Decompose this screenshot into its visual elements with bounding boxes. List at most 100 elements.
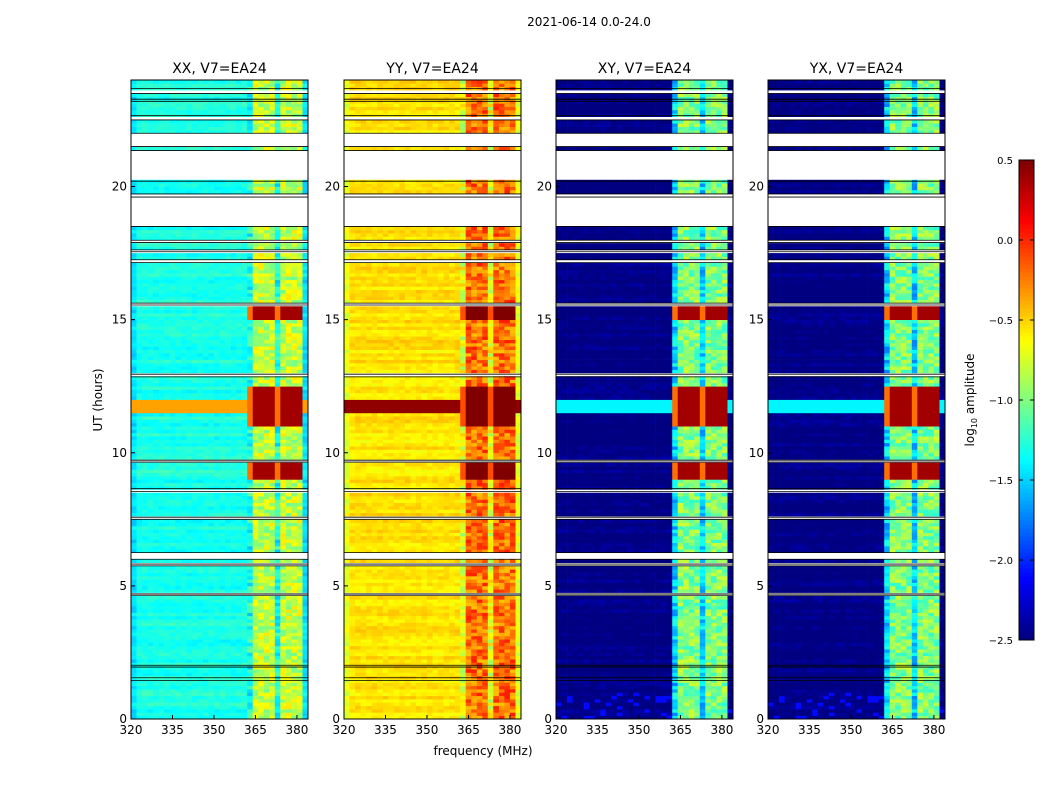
heatmap-cell xyxy=(181,296,187,300)
heatmap-cell xyxy=(159,430,165,434)
heatmap-cell xyxy=(242,270,248,274)
heatmap-cell xyxy=(275,263,281,267)
heatmap-cell xyxy=(203,543,209,547)
heatmap-cell xyxy=(137,416,143,420)
heatmap-cell xyxy=(148,669,154,673)
heatmap-cell xyxy=(242,706,248,710)
heatmap-cell xyxy=(137,406,143,410)
heatmap-cell xyxy=(280,380,286,384)
heatmap-cell xyxy=(192,609,198,613)
heatmap-cell xyxy=(236,413,242,417)
heatmap-cell xyxy=(208,243,214,247)
heatmap-cell xyxy=(137,629,143,633)
heatmap-cell xyxy=(148,110,154,114)
heatmap-cell xyxy=(192,639,198,643)
heatmap-cell xyxy=(264,509,270,513)
heatmap-cell xyxy=(258,503,264,507)
heatmap-cell xyxy=(170,586,176,590)
heatmap-cell xyxy=(264,466,270,470)
heatmap-cell xyxy=(280,702,286,706)
heatmap-cell xyxy=(159,436,165,440)
heatmap-cell xyxy=(258,586,264,590)
heatmap-cell xyxy=(203,513,209,517)
heatmap-cell xyxy=(137,103,143,107)
heatmap-cell xyxy=(142,350,148,354)
heatmap-cell xyxy=(231,609,237,613)
heatmap-cell xyxy=(131,579,137,583)
heatmap-cell xyxy=(291,187,297,191)
heatmap-cell xyxy=(275,692,281,696)
heatmap-cell xyxy=(236,113,242,117)
heatmap-cell xyxy=(131,589,137,593)
heatmap-cell xyxy=(264,183,270,187)
heatmap-cell xyxy=(131,310,137,314)
heatmap-cell xyxy=(175,346,181,350)
heatmap-cell xyxy=(220,666,226,670)
heatmap-cell xyxy=(159,596,165,600)
heatmap-cell xyxy=(208,390,214,394)
heatmap-cell xyxy=(208,353,214,357)
heatmap-cell xyxy=(231,466,237,470)
heatmap-cell xyxy=(203,506,209,510)
heatmap-cell xyxy=(291,702,297,706)
heatmap-cell xyxy=(214,503,220,507)
heatmap-cell xyxy=(175,390,181,394)
heatmap-cell xyxy=(286,103,292,107)
heatmap-cell xyxy=(258,529,264,533)
heatmap-cell xyxy=(159,586,165,590)
heatmap-cell xyxy=(153,672,159,676)
heatmap-cell xyxy=(225,383,231,387)
heatmap-cell xyxy=(258,543,264,547)
heatmap-cell xyxy=(164,499,170,503)
heatmap-cell xyxy=(164,712,170,716)
heatmap-cell xyxy=(220,423,226,427)
heatmap-cell xyxy=(258,566,264,570)
heatmap-cell xyxy=(164,286,170,290)
heatmap-cell xyxy=(170,536,176,540)
heatmap-cell xyxy=(159,619,165,623)
heatmap-cell xyxy=(164,543,170,547)
heatmap-cell xyxy=(236,463,242,467)
heatmap-cell xyxy=(269,290,275,294)
heatmap-cell xyxy=(258,692,264,696)
heatmap-cell xyxy=(159,403,165,407)
heatmap-cell xyxy=(131,513,137,517)
heatmap-cell xyxy=(203,276,209,280)
heatmap-cell xyxy=(137,603,143,607)
heatmap-cell xyxy=(286,579,292,583)
heatmap-cell xyxy=(214,483,220,487)
heatmap-cell xyxy=(142,589,148,593)
heatmap-cell xyxy=(186,629,192,633)
heatmap-cell xyxy=(203,576,209,580)
heatmap-cell xyxy=(225,276,231,280)
heatmap-cell xyxy=(203,187,209,191)
heatmap-cell xyxy=(192,626,198,630)
heatmap-cell xyxy=(214,689,220,693)
heatmap-cell xyxy=(242,483,248,487)
heatmap-cell xyxy=(264,609,270,613)
heatmap-cell xyxy=(291,603,297,607)
heatmap-cell xyxy=(286,449,292,453)
heatmap-cell xyxy=(192,336,198,340)
heatmap-cell xyxy=(269,463,275,467)
heatmap-cell xyxy=(164,692,170,696)
heatmap-cell xyxy=(242,679,248,683)
heatmap-cell xyxy=(286,243,292,247)
heatmap-cell xyxy=(247,113,253,117)
heatmap-cell xyxy=(236,353,242,357)
heatmap-cell xyxy=(164,436,170,440)
heatmap-cell xyxy=(186,639,192,643)
heatmap-cell xyxy=(142,543,148,547)
heatmap-cell xyxy=(247,603,253,607)
heatmap-cell xyxy=(181,350,187,354)
heatmap-cell xyxy=(197,699,203,703)
heatmap-cell xyxy=(181,712,187,716)
heatmap-cell xyxy=(258,413,264,417)
heatmap-cell xyxy=(131,576,137,580)
heatmap-cell xyxy=(253,123,259,127)
heatmap-cell xyxy=(208,486,214,490)
heatmap-cell xyxy=(148,273,154,277)
heatmap-cell xyxy=(280,433,286,437)
heatmap-cell xyxy=(142,443,148,447)
heatmap-cell xyxy=(269,603,275,607)
